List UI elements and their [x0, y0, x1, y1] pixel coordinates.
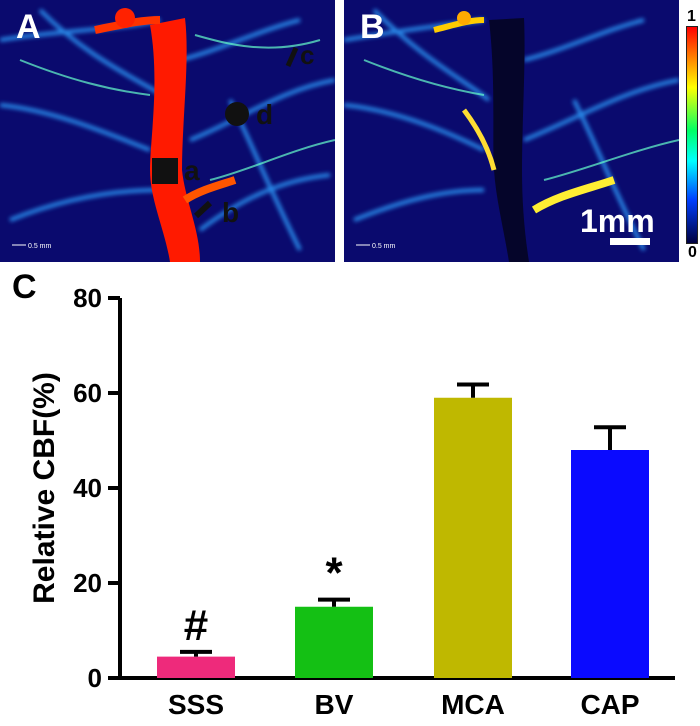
scale-text-b: 0.5 mm — [372, 243, 396, 250]
colorbar-min-label: 0 — [688, 244, 697, 261]
panel-label-c: C — [12, 268, 37, 306]
colorbar — [686, 26, 698, 244]
bar-cap — [571, 450, 649, 678]
y-tick-label: 80 — [73, 283, 102, 313]
marker-label-d: d — [256, 99, 273, 130]
panel-label-a: A — [16, 8, 41, 46]
x-tick-label-bv: BV — [315, 689, 354, 720]
scale-text-a: 0.5 mm — [28, 243, 52, 250]
perfusion-map-a: a b c d 0.5 mm — [0, 0, 335, 262]
bar-chart: 0 20 40 60 80 Relative CBF(%) SSS # BV * MCA CAP — [28, 283, 675, 720]
y-axis-label: Relative CBF(%) — [28, 372, 61, 604]
x-tick-label-sss: SSS — [168, 689, 224, 720]
y-tick-label: 40 — [73, 473, 102, 503]
scale-bar-label: 1mm — [580, 203, 655, 239]
marker-line-b — [193, 200, 213, 219]
y-tick-label: 0 — [88, 663, 102, 693]
x-tick-label-cap: CAP — [580, 689, 639, 720]
bar-sss — [157, 656, 235, 678]
marker-label-a: a — [184, 155, 200, 186]
colorbar-max-label: 1 — [687, 8, 696, 25]
scale-bar — [610, 238, 650, 245]
marker-label-c: c — [300, 40, 314, 70]
x-tick-label-mca: MCA — [441, 689, 505, 720]
marker-line-c — [285, 46, 299, 68]
y-tick-label: 20 — [73, 568, 102, 598]
perfusion-map-b: 0.5 mm 1mm — [344, 0, 679, 262]
marker-label-b: b — [222, 197, 239, 228]
significance-mark-sss: # — [184, 601, 208, 650]
significance-mark-bv: * — [325, 549, 343, 598]
marker-circle — [225, 102, 249, 126]
marker-square — [152, 158, 178, 184]
perfusion-image-a: a b c d 0.5 mm A — [0, 0, 335, 262]
perfusion-image-b: 0.5 mm 1mm B — [344, 0, 679, 262]
y-tick-label: 60 — [73, 378, 102, 408]
panel-label-b: B — [360, 8, 385, 46]
bar-bv — [295, 606, 373, 678]
bar-mca — [434, 397, 512, 678]
